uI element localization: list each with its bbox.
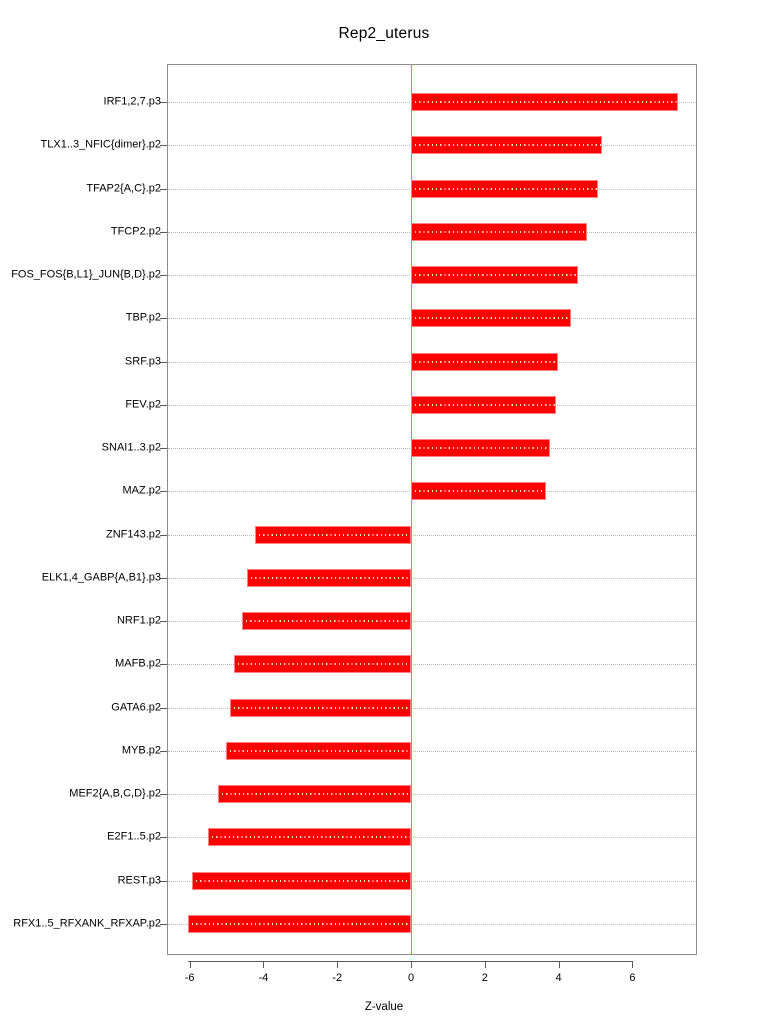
bar[interactable] <box>411 309 571 328</box>
x-axis-tick-label: -2 <box>332 972 343 984</box>
gridline <box>168 664 696 666</box>
bar[interactable] <box>411 93 678 111</box>
y-axis-tick <box>160 404 167 406</box>
y-axis-tick <box>160 837 167 839</box>
bar[interactable] <box>246 568 411 587</box>
plot-area <box>167 64 697 955</box>
bar[interactable] <box>218 785 411 803</box>
y-axis-label: ELK1,4_GABP{A,B1}.p3 <box>41 571 161 584</box>
x-axis-tick <box>558 961 560 968</box>
x-axis-line <box>188 961 633 962</box>
y-axis-label: MAFB.p2 <box>115 657 161 670</box>
gridline <box>168 880 696 882</box>
y-axis-label: TFCP2.p2 <box>110 225 161 238</box>
y-axis-tick <box>160 275 167 276</box>
y-axis-tick <box>160 621 167 622</box>
y-axis-label: SRF.p3 <box>124 355 161 367</box>
x-axis-tick-label: 0 <box>407 972 415 984</box>
y-axis-label: REST.p3 <box>117 874 161 886</box>
y-axis-label: IRF1,2,7.p3 <box>103 95 161 108</box>
x-axis-tick-label: 6 <box>629 972 636 984</box>
y-axis-tick <box>160 491 167 493</box>
y-axis-label: MAZ.p2 <box>122 484 161 497</box>
y-axis-tick <box>160 923 167 925</box>
gridline <box>168 837 696 839</box>
y-axis-tick <box>160 750 167 752</box>
bar[interactable] <box>411 136 603 155</box>
gridline <box>168 923 696 925</box>
bar[interactable] <box>226 741 411 760</box>
y-axis-tick <box>160 794 167 795</box>
y-axis-tick <box>160 577 167 579</box>
bar[interactable] <box>411 352 558 371</box>
y-axis-label: MEF2{A,B,C,D}.p2 <box>69 787 161 800</box>
y-axis-tick <box>160 102 167 103</box>
bar[interactable] <box>241 612 411 630</box>
bar[interactable] <box>411 395 556 414</box>
x-axis-tick <box>411 961 412 968</box>
y-axis-label: FOS_FOS{B,L1}_JUN{B,D}.p2 <box>11 268 161 281</box>
y-axis-label: NRF1.p2 <box>116 614 161 627</box>
x-axis-tick-label: -4 <box>258 972 269 984</box>
bar[interactable] <box>230 698 411 717</box>
x-axis-tick <box>484 961 486 968</box>
gridline <box>168 577 696 579</box>
bar[interactable] <box>192 871 411 890</box>
bar[interactable] <box>254 525 411 544</box>
bar[interactable] <box>411 222 587 241</box>
x-axis-tick <box>632 961 634 968</box>
y-axis-label: GATA6.p2 <box>111 701 161 713</box>
bar[interactable] <box>411 482 547 501</box>
bar[interactable] <box>411 179 599 198</box>
y-axis-tick <box>160 448 167 449</box>
y-axis-tick <box>160 534 167 536</box>
y-axis-tick <box>160 145 167 147</box>
y-axis-label: RFX1..5_RFXANK_RFXAP.p2 <box>13 917 161 930</box>
x-axis-title: Z-value <box>364 1001 404 1013</box>
gridline <box>168 534 696 536</box>
x-axis-tick-label: 4 <box>555 972 562 984</box>
bar[interactable] <box>208 828 411 847</box>
y-axis-tick <box>160 361 167 363</box>
y-axis-tick <box>160 664 167 666</box>
x-axis-tick-label: -6 <box>184 972 195 984</box>
y-axis-label: ZNF143.p2 <box>105 528 161 540</box>
y-axis-tick <box>160 188 167 190</box>
y-axis-tick <box>160 318 167 320</box>
y-axis-label: SNAI1..3.p2 <box>101 441 161 454</box>
y-axis-label: TBP.p2 <box>125 311 161 324</box>
x-axis-tick <box>263 961 265 968</box>
x-axis-tick-label: 2 <box>481 972 488 984</box>
gridline <box>168 621 696 622</box>
x-axis-tick <box>337 961 339 968</box>
y-axis-label: TLX1..3_NFIC{dimer}.p2 <box>40 138 161 151</box>
y-axis-label: FEV.p2 <box>125 398 161 411</box>
gridline <box>168 707 696 709</box>
gridline <box>168 794 696 795</box>
chart-title: Rep2_uterus <box>338 25 430 42</box>
y-axis-label: MYB.p2 <box>121 744 161 757</box>
y-axis-tick <box>160 707 167 709</box>
gridline <box>168 750 696 752</box>
bar[interactable] <box>411 439 551 457</box>
x-axis-tick <box>189 961 191 968</box>
y-axis-tick <box>160 880 167 882</box>
bar[interactable] <box>411 266 578 284</box>
y-axis-label: TFAP2{A,C}.p2 <box>86 182 161 194</box>
zero-reference-line <box>411 64 412 955</box>
y-axis-label: E2F1..5.p2 <box>107 830 161 843</box>
bar[interactable] <box>188 914 411 933</box>
bar[interactable] <box>233 655 411 674</box>
y-axis-tick <box>160 231 167 233</box>
